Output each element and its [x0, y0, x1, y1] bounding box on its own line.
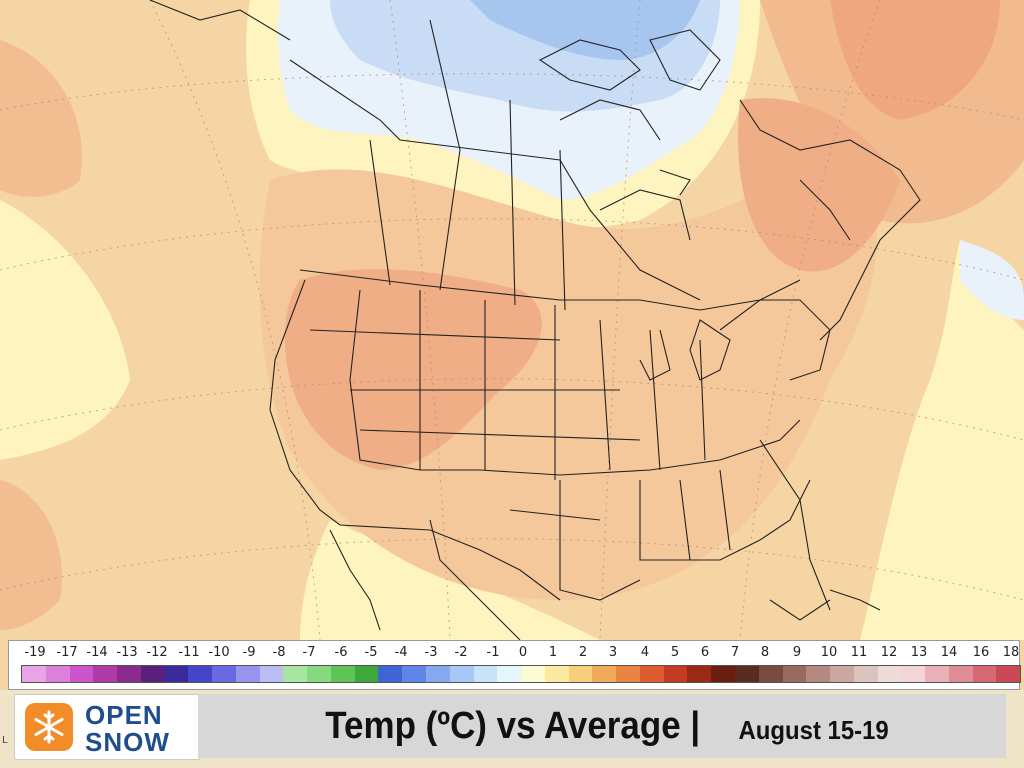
- legend-swatch: [235, 666, 260, 682]
- legend-swatch: [426, 666, 450, 682]
- legend-tick-label: 9: [792, 645, 802, 660]
- legend-swatch: [283, 666, 308, 682]
- legend-swatch-strip: [21, 665, 1021, 683]
- legend-swatch: [806, 666, 831, 682]
- legend-tick-label: 3: [608, 645, 618, 660]
- legend-tick-label: 5: [670, 645, 680, 660]
- anomaly-region-warm-west: [284, 269, 542, 470]
- legend-tick-label: -17: [56, 645, 78, 660]
- legend-tick-labels: -19 -17 -14 -13 -12 -11 -10 -9 -8 -7 -6 …: [21, 645, 1021, 663]
- legend-tick-label: -2: [454, 645, 468, 660]
- legend-tick-label: -3: [424, 645, 438, 660]
- snowflake-icon: [25, 703, 73, 751]
- anomaly-region-warm-pacific-south: [0, 480, 62, 630]
- anomaly-region-warm-atlantic: [760, 0, 1024, 224]
- legend-swatch: [639, 666, 664, 682]
- legend-swatch: [758, 666, 783, 682]
- legend-swatch: [616, 666, 640, 682]
- anomaly-region-warm-pacific: [0, 40, 82, 197]
- legend-tick-label: 13: [910, 645, 928, 660]
- legend-swatch: [544, 666, 569, 682]
- legend-tick-label: -1: [486, 645, 500, 660]
- legend-swatch: [711, 666, 735, 682]
- legend-tick-label: -19: [24, 645, 46, 660]
- legend-tick-label: -14: [86, 645, 108, 660]
- legend-swatch: [972, 666, 997, 682]
- legend-swatch: [782, 666, 807, 682]
- legend-tick-label: -11: [178, 645, 200, 660]
- legend-swatch: [830, 666, 854, 682]
- map-date-range: August 15-19: [738, 714, 889, 745]
- legend-swatch: [330, 666, 355, 682]
- anomaly-band-near-normal-west: [0, 200, 130, 460]
- legend-swatch: [402, 666, 427, 682]
- corner-glyph: L: [2, 735, 8, 746]
- legend-tick-label: -12: [146, 645, 168, 660]
- legend-swatch: [901, 666, 926, 682]
- anomaly-region-warm-land: [259, 140, 878, 600]
- anomaly-band-near-normal-east: [860, 240, 1024, 640]
- legend-tick-label: 0: [518, 645, 528, 660]
- legend-swatch: [117, 666, 141, 682]
- legend-swatch: [188, 666, 213, 682]
- legend-swatch: [212, 666, 236, 682]
- legend-tick-label: -5: [364, 645, 378, 660]
- legend-tick-label: -7: [302, 645, 316, 660]
- legend-swatch: [948, 666, 973, 682]
- legend-swatch: [449, 666, 474, 682]
- legend-tick-label: 18: [1002, 645, 1020, 660]
- legend-tick-label: 14: [940, 645, 958, 660]
- anomaly-region-cool-eastpac: [960, 240, 1024, 320]
- legend-tick-label: 1: [548, 645, 558, 660]
- legend-swatch: [568, 666, 593, 682]
- title-banner: Temp (ºC) vs Average | August 15-19: [198, 694, 1006, 758]
- legend-swatch: [140, 666, 165, 682]
- logo-text-open: OPEN: [85, 700, 163, 730]
- footer: OPEN SNOW Temp (ºC) vs Average | August …: [0, 690, 1024, 768]
- logo-text-snow: SNOW: [85, 727, 170, 757]
- legend-swatch: [497, 666, 522, 682]
- legend-swatch: [663, 666, 688, 682]
- legend-swatch: [22, 666, 46, 682]
- legend-tick-label: 16: [972, 645, 990, 660]
- legend-tick-label: 4: [640, 645, 650, 660]
- legend-swatch: [307, 666, 331, 682]
- legend-swatch: [473, 666, 498, 682]
- political-borders: [149, 0, 921, 640]
- legend-tick-label: -10: [208, 645, 230, 660]
- legend-swatch: [853, 666, 878, 682]
- graticule-lines: [0, 0, 1024, 640]
- legend-swatch: [521, 666, 545, 682]
- legend-tick-label: -8: [272, 645, 286, 660]
- legend-swatch: [93, 666, 118, 682]
- legend-tick-label: -9: [242, 645, 256, 660]
- legend-tick-label: -4: [394, 645, 408, 660]
- legend-tick-label: -6: [334, 645, 348, 660]
- legend-swatch: [996, 666, 1021, 682]
- legend-swatch: [687, 666, 712, 682]
- legend-tick-label: 8: [760, 645, 770, 660]
- legend-swatch: [259, 666, 284, 682]
- legend-tick-label: 10: [820, 645, 838, 660]
- anomaly-region-coolest-north: [470, 0, 700, 60]
- temperature-anomaly-map: [0, 0, 1024, 640]
- legend-swatch: [69, 666, 94, 682]
- legend-color-bar: -19 -17 -14 -13 -12 -11 -10 -9 -8 -7 -6 …: [8, 640, 1021, 690]
- legend-swatch: [925, 666, 949, 682]
- legend-swatch: [592, 666, 617, 682]
- legend-tick-label: 12: [880, 645, 898, 660]
- legend-swatch: [164, 666, 189, 682]
- map-title: Temp (ºC) vs Average |: [324, 704, 700, 747]
- legend-swatch: [354, 666, 379, 682]
- opensnow-logo: OPEN SNOW: [14, 694, 200, 760]
- legend-tick-label: -13: [116, 645, 138, 660]
- legend-swatch: [45, 666, 70, 682]
- legend-swatch: [378, 666, 403, 682]
- legend-tick-label: 11: [850, 645, 868, 660]
- legend-swatch: [877, 666, 902, 682]
- legend-tick-label: 6: [700, 645, 710, 660]
- legend-swatch: [734, 666, 759, 682]
- legend-tick-label: 7: [730, 645, 740, 660]
- legend-tick-label: 2: [578, 645, 588, 660]
